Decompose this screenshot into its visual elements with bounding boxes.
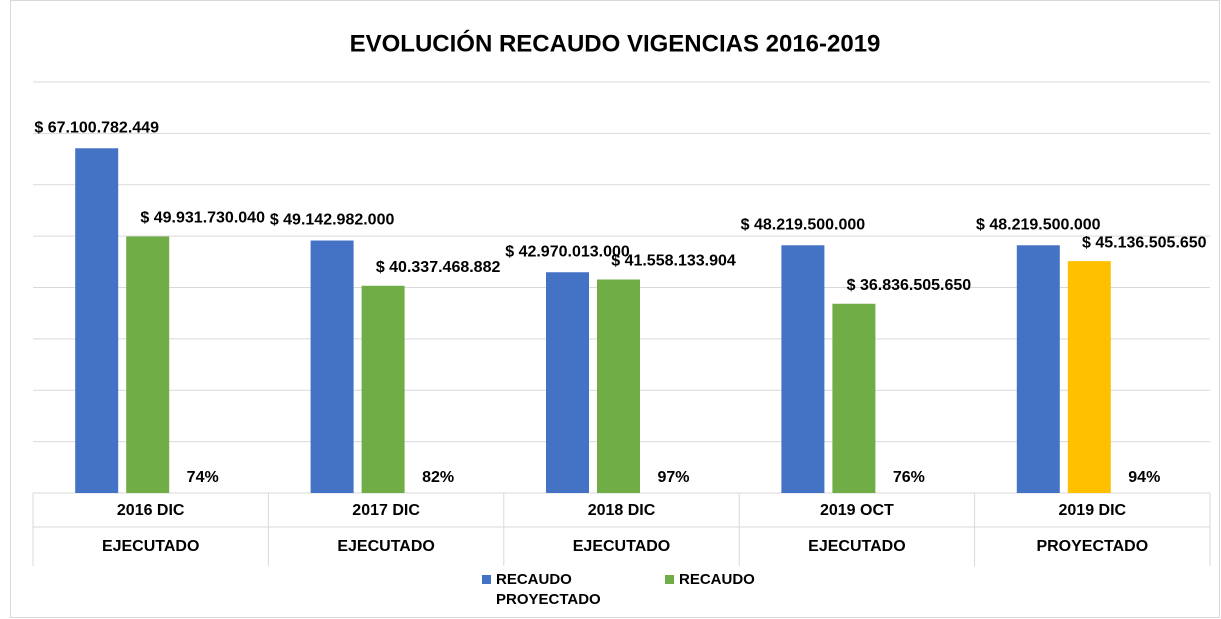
x-tick-label: 2016 DIC (117, 502, 185, 519)
bar (1016, 245, 1060, 493)
annotation: 94% (1128, 469, 1160, 486)
bar (832, 303, 876, 493)
x-tick-label: 2018 DIC (588, 502, 656, 519)
legend-label: RECAUDO PROYECTADO (496, 571, 601, 608)
x-tick-label: 2019 DIC (1059, 502, 1127, 519)
legend-swatch (665, 575, 674, 584)
data-label: $ 67.100.782.449 (34, 119, 159, 136)
bar (75, 148, 119, 494)
annotation: 97% (657, 469, 689, 486)
x-tick-label: 2019 OCT (820, 502, 894, 519)
bar (597, 279, 640, 493)
x-group-label: EJECUTADO (573, 538, 671, 555)
data-label: $ 41.558.133.904 (611, 253, 736, 270)
data-label: $ 42.970.013.000 (505, 243, 630, 260)
annotation: 76% (893, 469, 925, 486)
x-group-label: EJECUTADO (337, 538, 435, 555)
annotation: 74% (187, 469, 219, 486)
x-group-label: EJECUTADO (102, 538, 200, 555)
bar (781, 245, 825, 493)
x-tick-label: 2017 DIC (352, 502, 420, 519)
x-group-label: EJECUTADO (808, 538, 906, 555)
annotation: 82% (422, 469, 454, 486)
bar (310, 240, 354, 493)
bar (126, 236, 170, 493)
data-label: $ 45.136.505.650 (1082, 234, 1207, 251)
data-label: $ 48.219.500.000 (976, 216, 1101, 233)
legend-label: RECAUDO (679, 571, 755, 588)
x-group-label: PROYECTADO (1036, 538, 1148, 555)
data-label: $ 49.931.730.040 (140, 210, 265, 227)
bar (546, 272, 589, 493)
bar (1067, 261, 1111, 493)
data-label: $ 49.142.982.000 (270, 212, 395, 229)
data-label: $ 40.337.468.882 (376, 259, 501, 276)
legend-swatch (482, 575, 491, 584)
chart-title: EVOLUCIÓN RECAUDO VIGENCIAS 2016-2019 (350, 29, 881, 57)
data-label: $ 36.836.505.650 (847, 277, 972, 294)
data-label: $ 48.219.500.000 (741, 216, 866, 233)
bar (361, 285, 405, 493)
